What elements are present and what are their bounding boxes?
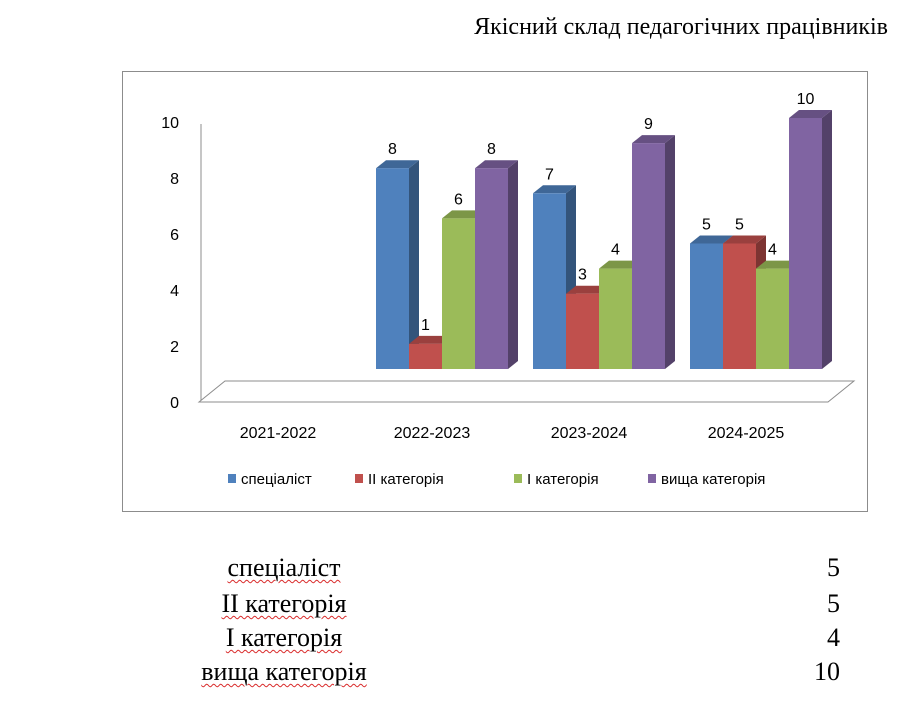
bar-top — [442, 210, 485, 219]
summary-value: 5 — [827, 589, 840, 618]
data-label: 5 — [735, 217, 744, 234]
bar — [632, 143, 665, 369]
summary-label: ІІ категорія — [221, 589, 347, 618]
data-label: 7 — [545, 166, 554, 183]
bar — [789, 118, 822, 369]
bar — [475, 168, 508, 369]
bar-top — [475, 160, 518, 169]
summary-value: 5 — [827, 553, 840, 582]
bar-side — [822, 110, 832, 369]
y-tick-label: 10 — [161, 115, 179, 132]
bar — [442, 218, 475, 369]
bar-top — [632, 135, 675, 144]
page-title: Якісний склад педагогічних працівників — [474, 14, 888, 40]
chart-frame: 0 2 4 6 8 10 8 1 6 8 7 3 4 9 5 5 4 10 2021-2022 2022-2023 20… — [122, 71, 868, 512]
bar — [566, 293, 599, 369]
legend-label: спеціаліст — [241, 471, 312, 488]
data-label: 10 — [797, 91, 815, 108]
bar — [756, 268, 789, 369]
legend-label: І категорія — [527, 471, 599, 488]
data-label: 3 — [578, 267, 587, 284]
data-label: 9 — [644, 116, 653, 133]
summary-value: 10 — [814, 657, 840, 686]
y-tick-label: 2 — [170, 339, 179, 356]
bar-side — [508, 160, 518, 369]
bar — [723, 243, 756, 369]
bar — [690, 243, 723, 369]
data-label: 4 — [611, 242, 620, 259]
summary-row: вища категорія 10 — [0, 657, 913, 693]
data-label: 8 — [388, 141, 397, 158]
y-tick-label: 4 — [170, 283, 179, 300]
summary-row: ІІ категорія 5 — [0, 589, 913, 625]
bar-top — [376, 160, 419, 169]
bar — [599, 268, 632, 369]
summary-label: І категорія — [225, 623, 343, 652]
data-label: 1 — [421, 317, 430, 334]
bar-top — [533, 185, 576, 194]
summary-value: 4 — [827, 623, 840, 652]
x-category-label: 2024-2025 — [708, 425, 785, 442]
legend-swatch — [228, 474, 236, 483]
data-label: 5 — [702, 217, 711, 234]
bar-top — [599, 260, 642, 269]
bar-top — [566, 285, 609, 294]
y-tick-label: 6 — [170, 227, 179, 244]
summary-label: вища категорія — [201, 657, 367, 686]
bar-top — [723, 235, 766, 244]
legend-label: вища категорія — [661, 471, 765, 488]
data-label: 4 — [768, 242, 777, 259]
legend-label: ІІ категорія — [368, 471, 444, 488]
bar-top — [409, 335, 452, 344]
legend-swatch — [648, 474, 656, 483]
bar-chart: 0 2 4 6 8 10 8 1 6 8 7 3 4 9 5 5 4 10 2021-2022 2022-2023 20… — [161, 91, 856, 488]
summary-label: спеціаліст — [227, 553, 341, 582]
bar — [409, 343, 442, 369]
bar-top — [690, 235, 733, 244]
data-label: 6 — [454, 191, 463, 208]
x-category-label: 2022-2023 — [394, 425, 471, 442]
chart-floor — [197, 380, 856, 403]
summary-row: спеціаліст 5 — [0, 553, 913, 589]
legend-swatch — [355, 474, 363, 483]
summary-row: І категорія 4 — [0, 623, 913, 659]
bar-top — [789, 110, 832, 118]
x-category-label: 2023-2024 — [551, 425, 628, 442]
y-tick-label: 8 — [170, 171, 179, 188]
bar-top — [756, 260, 799, 269]
x-category-label: 2021-2022 — [240, 425, 317, 442]
y-tick-label: 0 — [170, 395, 179, 412]
bar — [376, 168, 409, 369]
data-label: 8 — [487, 141, 496, 158]
legend-swatch — [514, 474, 522, 483]
bar-side — [665, 135, 675, 369]
bar — [533, 193, 566, 369]
bar-side — [409, 160, 419, 369]
